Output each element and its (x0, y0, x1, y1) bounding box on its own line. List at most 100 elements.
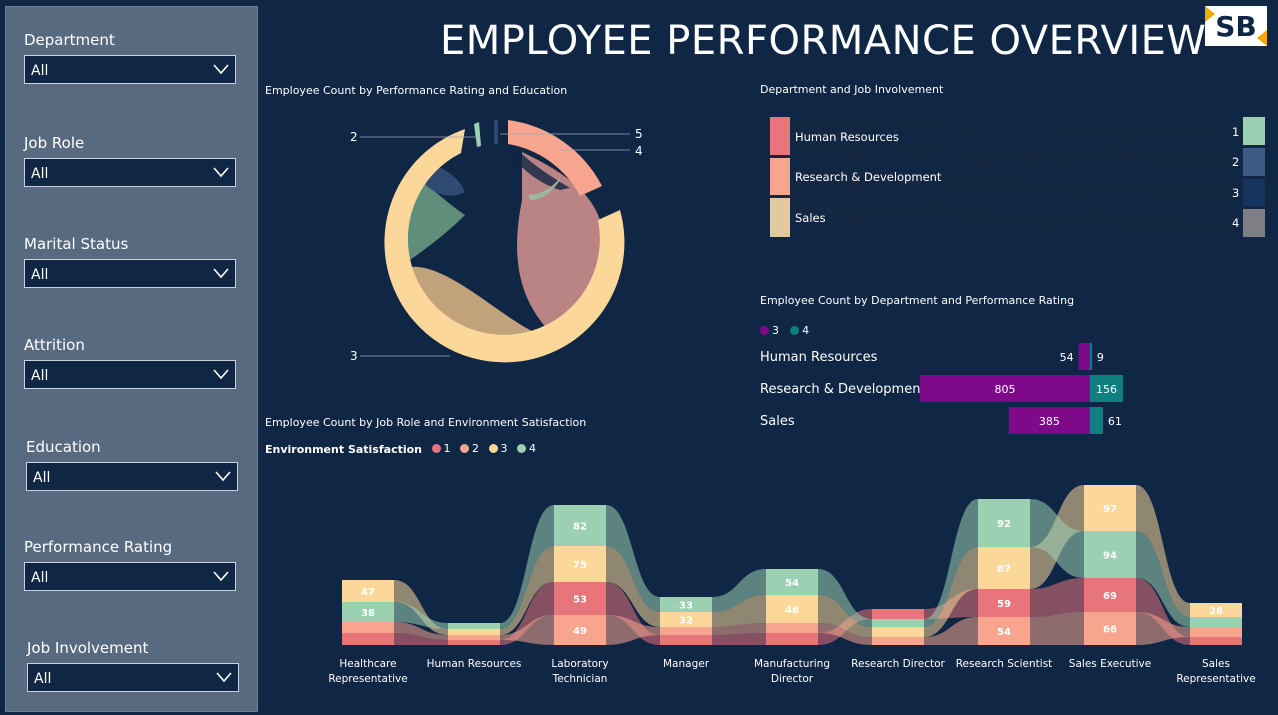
sankey-node-3 (1243, 179, 1265, 206)
jobrole-category-label: Healthcare Representative (328, 658, 408, 685)
ribbon-segment (766, 595, 818, 623)
education-dropdown[interactable]: All (26, 462, 238, 491)
legend-label: 3 (500, 442, 508, 455)
slicer-department: Department All (24, 31, 238, 84)
bar-category-label: Human Resources (760, 350, 878, 365)
attrition-dropdown[interactable]: All (24, 360, 236, 389)
ribbon-flow (394, 633, 448, 645)
ribbon-value-label: 54 (997, 627, 1011, 638)
bar-category-label: Research & Development (760, 382, 926, 397)
ribbon-value-label: 54 (785, 578, 799, 589)
slicer-label: Department (24, 31, 115, 49)
legend-item: 3 (488, 442, 508, 455)
chord-ribbon (492, 122, 570, 190)
marital-status-dropdown[interactable]: All (24, 259, 236, 288)
jobrole-category-label: Sales Representative (1176, 658, 1256, 685)
ribbon-segment (872, 609, 924, 619)
job-involvement-dropdown[interactable]: All (27, 663, 239, 692)
dropdown-value: All (34, 671, 52, 687)
bar-category-label: Sales (760, 414, 795, 429)
bar-rating-3 (1008, 407, 1090, 434)
slicer-job-role: Job Role All (24, 134, 238, 187)
ribbon-segment (448, 635, 500, 640)
ribbon-flow (1030, 578, 1084, 617)
chord-arc-4 (508, 120, 602, 196)
ribbon-segment (1190, 603, 1242, 617)
sankey-node-4 (1243, 209, 1265, 237)
dropdown-value: All (31, 570, 49, 586)
ribbon-segment (554, 582, 606, 615)
sankey-node-sales (770, 198, 790, 237)
ribbon-flow (500, 505, 554, 629)
filter-panel: Department All Job Role All Marital Stat… (5, 6, 258, 712)
jobrole-ribbon-chart: 47 38 82 75 53 49 33 32 54 46 92 87 59 54 97 94 69 66 28 (342, 485, 1242, 645)
ribbon-value-label: 75 (573, 560, 587, 571)
jobrole-category-label: Research Director (851, 658, 945, 670)
ribbon-segment (1084, 612, 1136, 645)
ribbon-value-label: 87 (997, 564, 1011, 575)
sankey-target-label: 1 (1232, 125, 1239, 139)
ribbon-flow (1030, 499, 1084, 578)
department-dropdown[interactable]: All (24, 55, 236, 84)
bar-rating-4 (1090, 343, 1092, 370)
ribbon-value-label: 47 (361, 587, 375, 598)
jobrole-category-label: Human Resources (426, 658, 522, 670)
ribbon-flow (394, 602, 448, 629)
ribbon-segment (342, 622, 394, 633)
ribbon-segment (554, 505, 606, 546)
sankey-source-label: Human Resources (795, 130, 899, 144)
legend-dot (488, 444, 498, 453)
page-title: EMPLOYEE PERFORMANCE OVERVIEW (440, 18, 1207, 64)
legend-item: 1 (431, 442, 451, 455)
chord-chart-title: Employee Count by Performance Rating and… (265, 84, 568, 97)
job-role-dropdown[interactable]: All (24, 158, 236, 187)
jobrole-category-label: Sales Executive (1068, 658, 1152, 670)
ribbon-value-label: 66 (1103, 625, 1117, 636)
sankey-target-label: 4 (1232, 216, 1239, 230)
ribbon-segment (554, 546, 606, 582)
ribbon-segment (978, 547, 1030, 589)
chevron-down-icon (213, 64, 229, 75)
ribbon-flow (712, 595, 766, 627)
dropdown-value: All (31, 63, 49, 79)
sankey-target-label: 2 (1232, 155, 1239, 169)
bar-value-label: 9 (1097, 351, 1104, 364)
jobrole-category-label: Research Scientist (955, 658, 1053, 670)
jobrole-category-label: Laboratory Technician (551, 658, 609, 685)
slicer-label: Attrition (24, 336, 85, 354)
performance-rating-dropdown[interactable]: All (24, 562, 236, 591)
ribbon-value-label: 49 (573, 626, 587, 637)
ribbon-segment (1190, 617, 1242, 627)
chord-label: 5 (635, 127, 643, 141)
legend-dot (790, 326, 800, 335)
legend-title: Environment Satisfaction (265, 443, 423, 456)
ribbon-segment (1190, 627, 1242, 637)
chevron-down-icon (213, 167, 229, 178)
bar-rating-4 (1090, 375, 1123, 402)
bar-value-label: 54 (1060, 351, 1074, 364)
ribbon-value-label: 53 (573, 595, 587, 606)
ribbon-value-label: 92 (997, 519, 1011, 530)
dropdown-value: All (31, 166, 49, 182)
legend-item: 2 (460, 442, 479, 455)
legend-label: 4 (802, 324, 810, 337)
ribbon-flow (394, 580, 448, 635)
ribbon-flow (924, 547, 978, 637)
ribbon-segment (660, 635, 712, 645)
ribbon-flow (712, 633, 766, 645)
ribbon-flow (606, 615, 660, 645)
ribbon-segment (1084, 485, 1136, 531)
ribbon-flow (818, 595, 872, 637)
chevron-down-icon (215, 471, 231, 482)
sankey-chart: Human Resources Research & Development S… (770, 117, 1265, 237)
jobrole-category-label: Manager (662, 658, 710, 670)
ribbon-segment (766, 623, 818, 633)
bar-rating-4 (1090, 407, 1103, 434)
sankey-node-2 (1243, 148, 1265, 176)
jobrole-category-label: Manufacturing Director (753, 658, 831, 685)
ribbon-segment (448, 629, 500, 635)
slicer-marital-status: Marital Status All (24, 235, 238, 288)
ribbon-value-label: 94 (1103, 551, 1117, 562)
slicer-job-involvement: Job Involvement All (27, 639, 241, 692)
legend-label: 3 (772, 324, 779, 337)
